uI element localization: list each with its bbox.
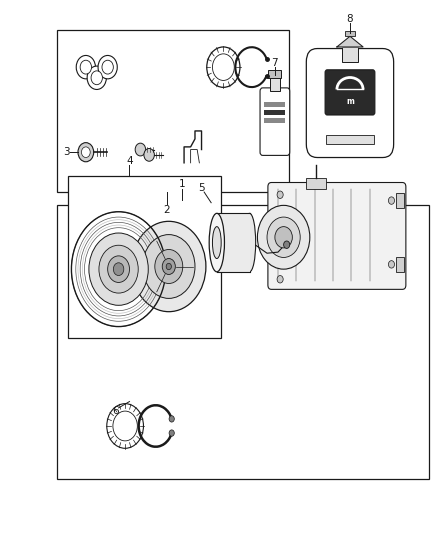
Bar [342, 47, 358, 62]
Circle shape [389, 261, 395, 268]
Text: m: m [346, 97, 354, 106]
Circle shape [81, 147, 90, 158]
Bar [306, 177, 326, 189]
Circle shape [207, 47, 240, 87]
Bar [326, 135, 374, 144]
Circle shape [91, 71, 102, 85]
Circle shape [102, 60, 113, 74]
Circle shape [162, 259, 175, 274]
Text: 6: 6 [112, 406, 118, 416]
Circle shape [277, 191, 283, 198]
Circle shape [277, 276, 283, 283]
Bar [345, 31, 355, 36]
Text: 4: 4 [126, 156, 133, 166]
Bar [270, 78, 280, 91]
Text: 5: 5 [198, 183, 205, 193]
FancyBboxPatch shape [325, 70, 375, 115]
Ellipse shape [212, 227, 221, 259]
Circle shape [113, 263, 124, 276]
Bar [57, 30, 289, 192]
Circle shape [108, 256, 130, 282]
Circle shape [258, 205, 310, 269]
Circle shape [78, 143, 94, 162]
Circle shape [169, 430, 174, 437]
Polygon shape [337, 36, 363, 47]
Bar [396, 257, 404, 272]
Circle shape [155, 249, 183, 284]
Circle shape [389, 197, 395, 204]
Circle shape [135, 143, 146, 156]
Circle shape [98, 55, 117, 79]
Circle shape [113, 411, 138, 441]
Bar [265, 118, 286, 123]
Bar [57, 205, 428, 479]
Circle shape [87, 66, 106, 90]
Bar [68, 176, 221, 338]
FancyBboxPatch shape [260, 88, 290, 156]
Circle shape [169, 416, 174, 422]
Circle shape [80, 60, 92, 74]
Text: 7: 7 [272, 58, 278, 68]
Bar [265, 102, 286, 107]
Ellipse shape [244, 213, 256, 272]
Bar [217, 213, 250, 272]
Circle shape [275, 227, 292, 248]
Circle shape [212, 54, 234, 80]
Circle shape [107, 403, 144, 448]
FancyBboxPatch shape [306, 49, 394, 158]
Circle shape [99, 245, 138, 293]
Text: 2: 2 [163, 205, 170, 215]
Text: 3: 3 [63, 147, 70, 157]
FancyBboxPatch shape [268, 182, 406, 289]
Text: 1: 1 [179, 179, 185, 189]
Circle shape [284, 241, 290, 248]
Circle shape [89, 233, 148, 305]
Circle shape [166, 263, 171, 270]
Circle shape [143, 235, 195, 298]
Text: 8: 8 [346, 14, 353, 24]
Circle shape [144, 149, 154, 161]
Ellipse shape [209, 213, 224, 272]
Bar [265, 110, 286, 115]
Circle shape [76, 55, 95, 79]
Bar [396, 193, 404, 208]
Circle shape [132, 221, 206, 312]
Circle shape [267, 217, 300, 257]
Bar [268, 70, 282, 78]
